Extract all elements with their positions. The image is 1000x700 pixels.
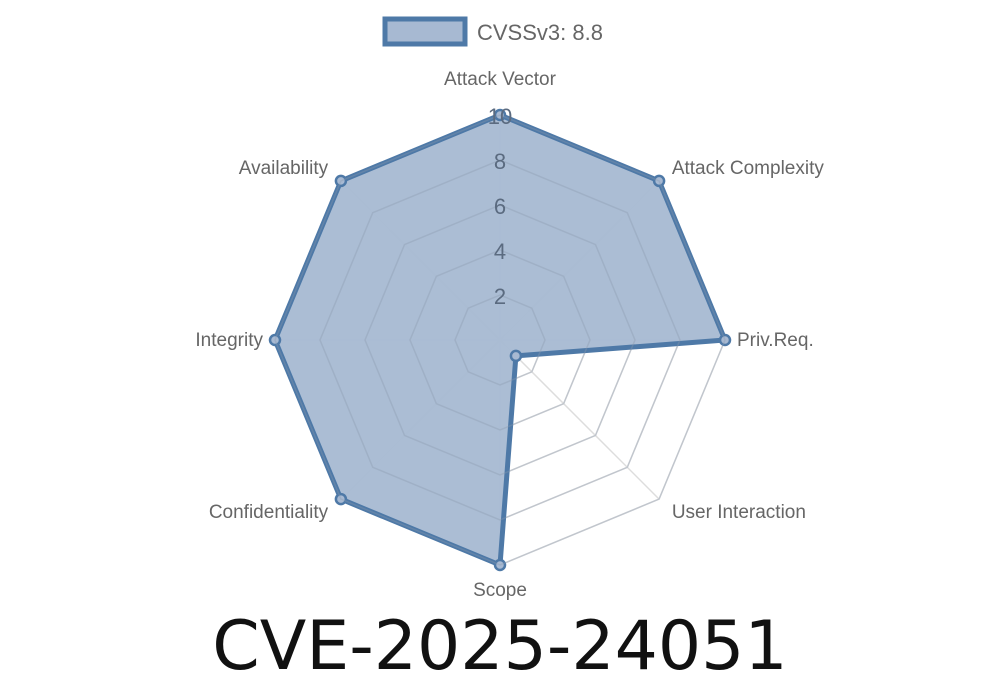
grid-ring-overlay	[409, 249, 591, 431]
axis-label: User Interaction	[672, 502, 806, 523]
data-point	[493, 558, 507, 572]
legend-label: CVSSv3: 8.8	[477, 20, 603, 45]
axis-label: Integrity	[195, 330, 263, 351]
tick-label: 2	[494, 284, 506, 309]
axis-label: Attack Vector	[444, 69, 557, 90]
axis-labels: Attack Vector Attack Complexity Priv.Req. U…	[195, 69, 824, 601]
chart-title: CVE-2025-24051	[212, 607, 788, 686]
data-point	[652, 174, 666, 188]
grid-spoke	[499, 339, 660, 500]
axis-label: Attack Complexity	[672, 158, 825, 179]
data-point	[268, 333, 282, 347]
tick-label: 8	[494, 149, 506, 174]
data-point	[493, 108, 507, 122]
data-point	[334, 174, 348, 188]
tick-label: 6	[494, 194, 506, 219]
radar-ticks: 2 4 6 8 10	[274, 104, 726, 566]
data-point	[334, 492, 348, 506]
axis-label: Scope	[473, 580, 527, 601]
axis-label: Availability	[239, 158, 329, 179]
data-point	[509, 349, 523, 363]
grid-ring-overlay	[274, 114, 726, 566]
tick-label: 10	[488, 104, 512, 129]
axis-label: Priv.Req.	[737, 330, 814, 351]
grid-ring-overlay	[364, 204, 636, 476]
tick-label: 4	[494, 239, 506, 264]
radar-data	[268, 108, 732, 572]
grid-ring-overlay	[454, 294, 546, 386]
legend-swatch	[382, 16, 468, 47]
grid-ring-overlay	[319, 159, 681, 521]
data-point	[718, 333, 732, 347]
axis-label: Confidentiality	[209, 502, 329, 523]
legend[interactable]: CVSSv3: 8.8	[382, 16, 603, 47]
